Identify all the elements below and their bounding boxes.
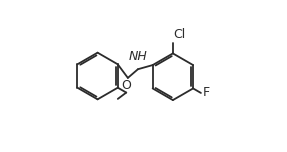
Text: Cl: Cl: [174, 28, 186, 41]
Text: NH: NH: [129, 50, 147, 63]
Text: F: F: [202, 86, 210, 99]
Text: O: O: [121, 79, 131, 92]
